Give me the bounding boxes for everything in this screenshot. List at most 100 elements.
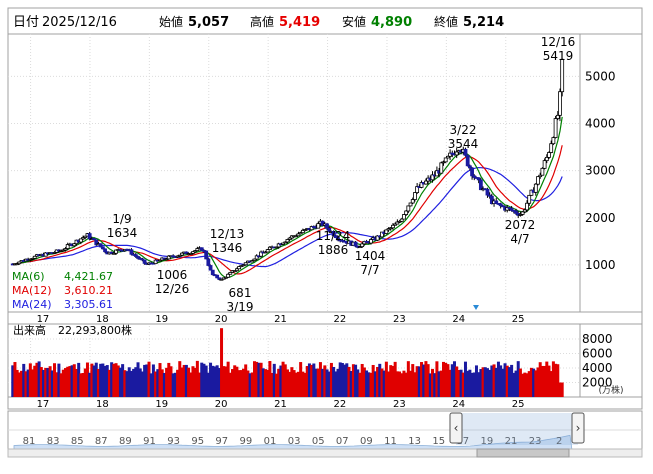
volume-bar [35,362,39,397]
candle [215,274,220,279]
volume-bar [303,372,307,397]
candle [424,180,428,185]
volume-bar [290,367,294,397]
legend-label: MA(12) [12,284,52,297]
volume-bar [373,371,377,397]
candle [476,177,481,181]
navigator-left-handle[interactable] [449,412,463,444]
annotation-label: 1/9 [112,212,131,226]
volume-bar [217,367,221,397]
volume-bar [499,365,503,397]
navigator-year-label: 19 [481,436,494,447]
annotation-label: 12/26 [155,282,190,296]
navigator-selection[interactable] [456,413,578,445]
candle [133,254,138,257]
candle [204,250,209,260]
volume-bar [151,364,155,397]
volume-bar [525,373,529,397]
price-axis-panel [579,33,643,313]
volume-bar [220,328,224,397]
navigator-year-label: 89 [119,436,132,447]
candle [83,235,88,238]
volume-tick-label: 4000 [582,361,613,375]
volume-bar [426,364,430,397]
date-label: 日付 [13,15,39,30]
candle [217,277,222,280]
volume-bar [540,365,544,397]
volume-bar [305,366,309,397]
candle [549,143,554,153]
volume-bar [39,367,43,397]
volume-bar [521,373,525,397]
volume-tick-label: 6000 [582,347,613,361]
navigator-year-label: 93 [167,436,180,447]
candle [413,192,417,200]
volume-bar [433,373,437,397]
volume-bar [178,361,182,397]
volume-bar [446,364,450,397]
volume-bar [485,368,489,397]
volume-bar [490,365,494,397]
navigator[interactable]: 81 83 85 87 89 91 93 95 97 99 01 03 05 07 09 11 13 15 17 19… [7,412,643,458]
volume-bar [510,364,514,397]
candle [285,239,290,243]
volume-bar [452,361,456,397]
volume-bar [195,360,199,397]
candle [87,233,92,240]
candle [408,202,413,207]
volume-bar [532,368,536,397]
candle [547,152,551,158]
ma6-line [12,116,563,279]
annotation-label: 12/16 [541,35,576,49]
candle [555,114,560,119]
navigator-year-label: 83 [47,436,60,447]
volume-bar [138,368,142,397]
volume-bar [209,362,213,397]
volume-bar [389,365,393,397]
volume-bar [233,365,237,397]
candle [195,248,200,251]
candle [232,270,237,273]
volume-bar [516,361,520,397]
candle [237,266,242,270]
high-value: 5,419 [279,15,320,30]
volume-bar [198,372,202,397]
navigator-right-handle[interactable] [571,412,585,444]
volume-x-tick-label: 19 [155,399,168,410]
candle [445,155,450,159]
volume-bar [31,369,35,397]
volume-bar [551,361,555,397]
volume-bar [156,369,160,397]
candle [522,209,527,213]
candle [544,156,549,162]
price-x-tick-label: 25 [512,314,525,325]
volume-bar [222,366,226,397]
chevron-right-icon: › [576,421,581,435]
volume-bar [134,367,138,397]
candle [296,233,301,237]
volume-bar [70,365,74,397]
candle [509,208,514,211]
annotation-label: 3544 [448,137,479,151]
volume-bar [112,363,116,397]
volume-bar [332,366,336,397]
volume-x-tick-label: 17 [37,399,50,410]
volume-bar [310,364,314,397]
navigator-scrollbar-thumb[interactable] [476,448,570,458]
volume-bar [343,364,347,397]
candle [360,243,365,248]
candle [100,246,105,250]
volume-bar [393,361,397,397]
volume-bar [90,363,94,397]
volume-bar [457,369,461,397]
candle [395,221,400,225]
candle [15,263,20,266]
volume-bar [424,361,428,397]
volume-bar [88,372,92,397]
annotation-label: 4/7 [510,232,529,246]
annotation-label: 11/24 [316,229,351,243]
volume-bar [26,369,30,397]
navigator-scrollbar-track[interactable] [7,448,643,458]
volume-bar [114,363,118,397]
volume-bar [327,371,331,397]
